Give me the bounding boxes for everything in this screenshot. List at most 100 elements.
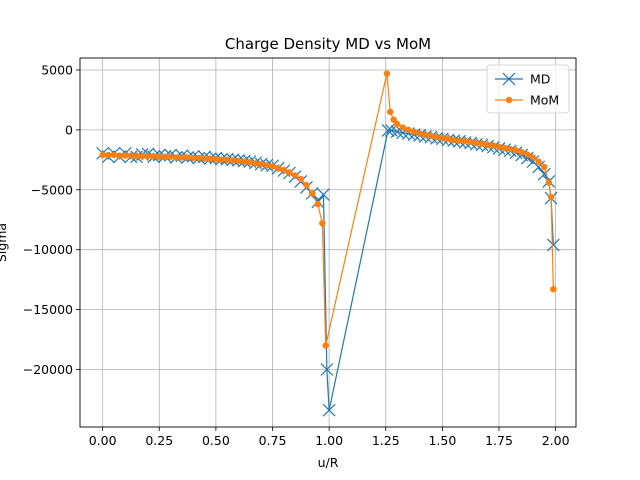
mom-marker (314, 200, 322, 208)
legend-label-mom: MoM (530, 93, 559, 108)
mom-marker (161, 153, 169, 161)
y-axis: 5000 0 −5000 −10000 −15000 −20000 (23, 62, 80, 377)
series-mom (99, 70, 557, 349)
mom-marker (178, 154, 186, 161)
mom-marker (550, 285, 557, 293)
chart-title: Charge Density MD vs MoM (225, 35, 431, 53)
mom-marker (387, 108, 394, 116)
mom-marker (218, 156, 225, 164)
mom-marker (235, 157, 242, 165)
mom-marker (490, 142, 497, 149)
y-tick-label: −10000 (23, 242, 73, 257)
md-marker (317, 188, 330, 202)
mom-marker (383, 70, 391, 77)
x-tick-label: 1.00 (315, 433, 343, 448)
axes-frame (79, 57, 577, 428)
mom-marker (212, 155, 220, 163)
md-marker (532, 160, 546, 174)
mom-marker (478, 140, 486, 147)
x-tick-label: 0.50 (202, 433, 230, 448)
mom-marker (390, 116, 397, 123)
md-marker (502, 72, 516, 86)
mom-marker (410, 128, 418, 135)
mom-marker (110, 151, 118, 159)
mom-marker (116, 152, 123, 159)
mom-marker (473, 139, 480, 147)
x-tick-label: 0.75 (259, 433, 287, 448)
mom-marker (501, 144, 508, 152)
md-marker (320, 363, 334, 376)
mom-marker (444, 135, 452, 143)
mom-marker (319, 220, 326, 227)
mom-marker (127, 152, 135, 159)
mom-marker (535, 158, 542, 165)
mom-marker (439, 135, 446, 142)
mom-marker (269, 163, 276, 170)
mom-marker (286, 169, 293, 176)
mom-marker (416, 130, 423, 137)
mom-marker (297, 175, 305, 183)
y-tick-label: −5000 (31, 182, 73, 197)
mom-marker (433, 133, 440, 141)
mom-marker (206, 155, 214, 162)
mom-marker (524, 151, 531, 158)
mom-marker (156, 153, 163, 161)
mom-marker (99, 151, 106, 159)
mom-marker (229, 157, 237, 164)
mom-marker (105, 151, 112, 159)
mom-marker (393, 120, 401, 128)
y-tick-label: 5000 (41, 62, 73, 77)
mom-marker (303, 181, 310, 189)
mom-marker (223, 156, 231, 164)
mom-marker (201, 155, 208, 162)
mom-marker (195, 154, 203, 162)
x-tick-label: 1.25 (372, 433, 400, 448)
mom-marker (467, 138, 474, 146)
mom-marker (461, 138, 469, 145)
mom-marker (547, 193, 555, 201)
mom-marker (512, 147, 520, 154)
mom-marker (495, 143, 503, 150)
mom-marker (308, 190, 316, 197)
y-tick-label: 0 (65, 122, 73, 137)
x-tick-label: 2.00 (542, 433, 570, 448)
mom-marker (139, 152, 146, 160)
md-marker (546, 238, 560, 252)
y-tick-label: −20000 (23, 362, 73, 377)
mom-marker (122, 152, 129, 159)
mom-marker (422, 131, 429, 138)
mom-marker (252, 160, 259, 167)
mom-marker (507, 145, 514, 153)
x-axis-label: u/R (318, 455, 339, 470)
mom-marker (150, 152, 157, 160)
mom-marker (144, 152, 152, 160)
md-marker (537, 167, 551, 181)
mom-marker (405, 126, 412, 134)
y-axis-label: Sigma (0, 223, 9, 262)
mom-marker (246, 158, 254, 166)
mom-marker (529, 154, 537, 161)
legend: MD MoM (486, 64, 570, 114)
x-tick-label: 0.25 (145, 433, 173, 448)
x-axis: 0.00 0.25 0.50 0.75 1.00 1.25 1.50 1.75 2.00 (89, 427, 570, 448)
mom-marker (167, 153, 174, 161)
mom-marker (291, 172, 299, 179)
mom-marker (189, 154, 197, 162)
mom-marker (399, 124, 406, 131)
mom-marker (484, 141, 491, 149)
mom-marker (450, 136, 457, 144)
series-layer (96, 70, 560, 417)
mom-marker (240, 158, 248, 165)
mom-marker (505, 96, 513, 104)
mom-marker (541, 163, 548, 171)
mom-marker (133, 152, 140, 159)
x-tick-label: 1.75 (485, 433, 513, 448)
mom-marker (280, 166, 288, 174)
mom-marker (257, 160, 265, 168)
x-tick-label: 0.00 (89, 433, 117, 448)
legend-label-md: MD (530, 72, 550, 87)
y-tick-label: −15000 (23, 302, 73, 317)
md-marker (322, 403, 336, 417)
mom-marker (545, 179, 553, 186)
